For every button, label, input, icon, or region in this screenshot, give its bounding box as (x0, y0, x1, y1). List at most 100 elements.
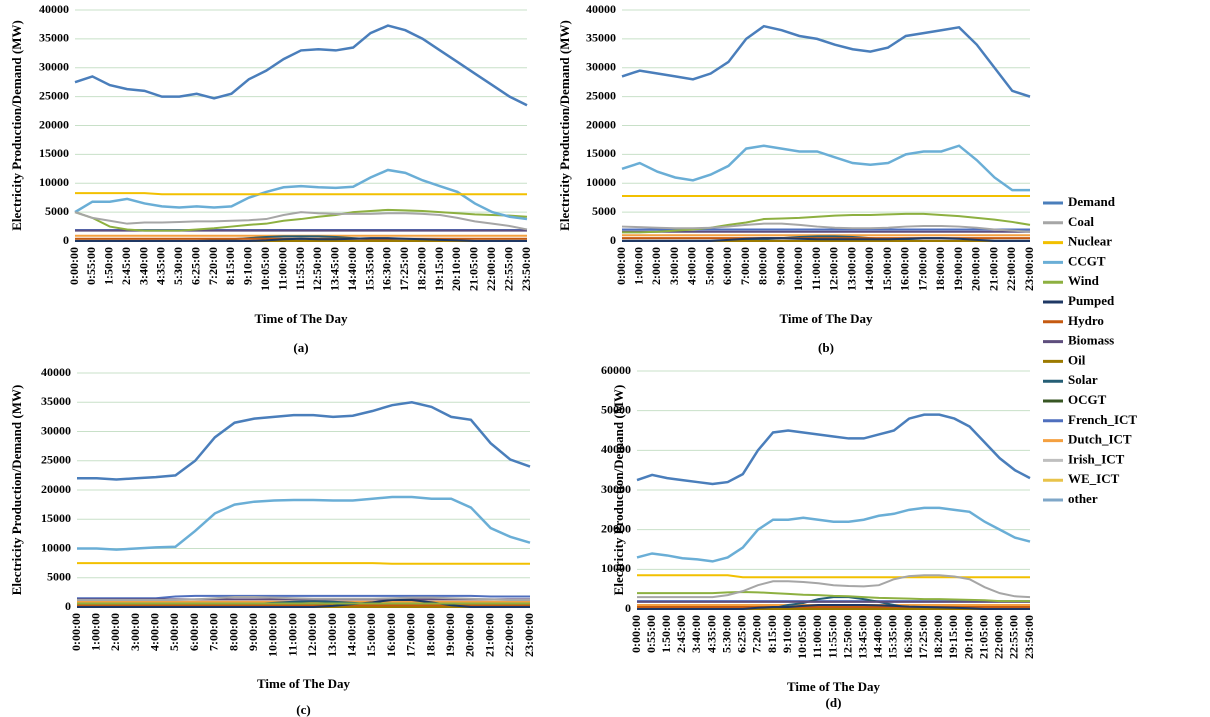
y-tick-label: 5000 (45, 204, 69, 218)
x-tick-label: 12:00:00 (305, 613, 319, 657)
x-tick-label: 5:30:00 (719, 615, 733, 653)
x-tick-label: 9:10:00 (241, 247, 255, 285)
x-tick-label: 6:25:00 (735, 615, 749, 653)
x-tick-label: 15:00:00 (880, 247, 894, 291)
x-tick-label: 16:30:00 (901, 615, 915, 659)
x-tick-label: 17:00:00 (404, 613, 418, 657)
series-line: Pumped (77, 598, 530, 608)
x-tick-label: 15:00:00 (364, 613, 378, 657)
x-tick-label: 18:00:00 (933, 247, 947, 291)
y-tick-label: 40000 (41, 365, 71, 379)
x-tick-label: 6:00:00 (720, 247, 734, 285)
legend-label: other (1068, 491, 1098, 506)
x-tick-label: 1:00:00 (88, 613, 102, 651)
x-tick-label: 7:20:00 (206, 247, 220, 285)
x-tick-label: 11:55:00 (825, 615, 839, 658)
y-tick-label: 15000 (41, 511, 71, 525)
y-tick-label: 40000 (586, 2, 616, 16)
legend-label: Solar (1068, 372, 1098, 387)
x-tick-label: 4:35:00 (154, 247, 168, 285)
x-tick-label: 5:00:00 (167, 613, 181, 651)
x-tick-label: 8:15:00 (765, 615, 779, 653)
y-tick-label: 10000 (41, 540, 71, 554)
x-tick-label: 0:55:00 (644, 615, 658, 653)
legend-label: WE_ICT (1068, 471, 1120, 486)
x-tick-label: 19:15:00 (946, 615, 960, 659)
caption: (c) (296, 702, 310, 717)
series-line: Coal (621, 222, 1031, 233)
y-tick-label: 60000 (601, 363, 631, 377)
y-tick-label: 30000 (586, 60, 616, 74)
x-tick-label: 18:20:00 (414, 247, 428, 291)
x-tick-label: 22:00:00 (484, 247, 498, 291)
x-tick-label: 11:55:00 (293, 247, 307, 290)
series-line: Demand (77, 400, 531, 481)
y-tick-label: 15000 (39, 146, 69, 160)
x-tick-label: 3:40:00 (136, 247, 150, 285)
x-tick-label: 15:35:00 (362, 247, 376, 291)
y-tick-label: 5000 (47, 570, 71, 584)
x-tick-label: 0:00:00 (614, 247, 628, 285)
legend-label: Oil (1068, 352, 1086, 367)
x-tick-label: 12:00:00 (827, 247, 841, 291)
y-tick-label: 30000 (39, 60, 69, 74)
x-tick-label: 1:00:00 (631, 247, 645, 285)
x-tick-label: 6:00:00 (187, 613, 201, 651)
legend-label: Demand (1068, 194, 1116, 209)
legend-label: Irish_ICT (1068, 451, 1125, 466)
series-line: CCGT (77, 495, 531, 551)
x-tick-label: 13:45:00 (855, 615, 869, 659)
series-line: Coal (637, 574, 1031, 599)
y-tick-label: 35000 (586, 31, 616, 45)
x-tick-label: 20:00:00 (969, 247, 983, 291)
series-line: Demand (636, 413, 1031, 486)
x-tick-label: 11:00:00 (275, 247, 289, 290)
x-tick-label: 4:35:00 (704, 615, 718, 653)
legend-label: OCGT (1068, 392, 1107, 407)
x-tick-label: 23:00:00 (522, 613, 536, 657)
x-tick-label: 12:50:00 (840, 615, 854, 659)
x-tick-label: 22:00:00 (1004, 247, 1018, 291)
y-tick-label: 40000 (39, 2, 69, 16)
x-tick-label: 23:00:00 (1022, 247, 1036, 291)
x-tick-label: 9:00:00 (246, 613, 260, 651)
legend-label: CCGT (1068, 253, 1106, 268)
x-tick-label: 21:05:00 (467, 247, 481, 291)
legend-label: Dutch_ICT (1068, 432, 1132, 447)
y-tick-label: 25000 (586, 88, 616, 102)
x-tick-label: 14:00:00 (862, 247, 876, 291)
legend-label: Nuclear (1068, 234, 1112, 249)
x-tick-label: 9:00:00 (773, 247, 787, 285)
x-tick-label: 3:00:00 (128, 613, 142, 651)
x-tick-label: 19:15:00 (432, 247, 446, 291)
series-line: Pumped (637, 604, 1030, 610)
x-tick-label: 13:45:00 (328, 247, 342, 291)
x-tick-label: 6:25:00 (188, 247, 202, 285)
series-line: Demand (621, 24, 1031, 98)
x-tick-label: 10:00:00 (791, 247, 805, 291)
legend-label: French_ICT (1068, 412, 1137, 427)
series-line: Wind (622, 212, 1031, 234)
x-tick-label: 17:25:00 (916, 615, 930, 659)
y-axis-label: Electricity Production/Demand (MW) (9, 20, 24, 231)
y-tick-label: 10000 (601, 561, 631, 575)
series-line: Nuclear (77, 562, 530, 565)
series-line: CCGT (74, 168, 528, 221)
x-tick-label: 5:30:00 (171, 247, 185, 285)
y-tick-label: 0 (610, 233, 616, 247)
x-tick-label: 17:25:00 (397, 247, 411, 291)
x-tick-label: 16:00:00 (898, 247, 912, 291)
x-tick-label: 0:00:00 (69, 613, 83, 651)
x-tick-label: 3:40:00 (689, 615, 703, 653)
x-axis-label: Time of The Day (787, 679, 881, 694)
x-tick-label: 15:35:00 (886, 615, 900, 659)
y-tick-label: 0 (625, 601, 631, 615)
x-tick-label: 2:45:00 (119, 247, 133, 285)
legend-label: Wind (1068, 273, 1100, 288)
y-tick-label: 5000 (592, 204, 616, 218)
legend-label: Biomass (1068, 333, 1114, 348)
y-tick-label: 25000 (41, 453, 71, 467)
y-tick-label: 0 (63, 233, 69, 247)
x-tick-label: 22:55:00 (1007, 615, 1021, 659)
